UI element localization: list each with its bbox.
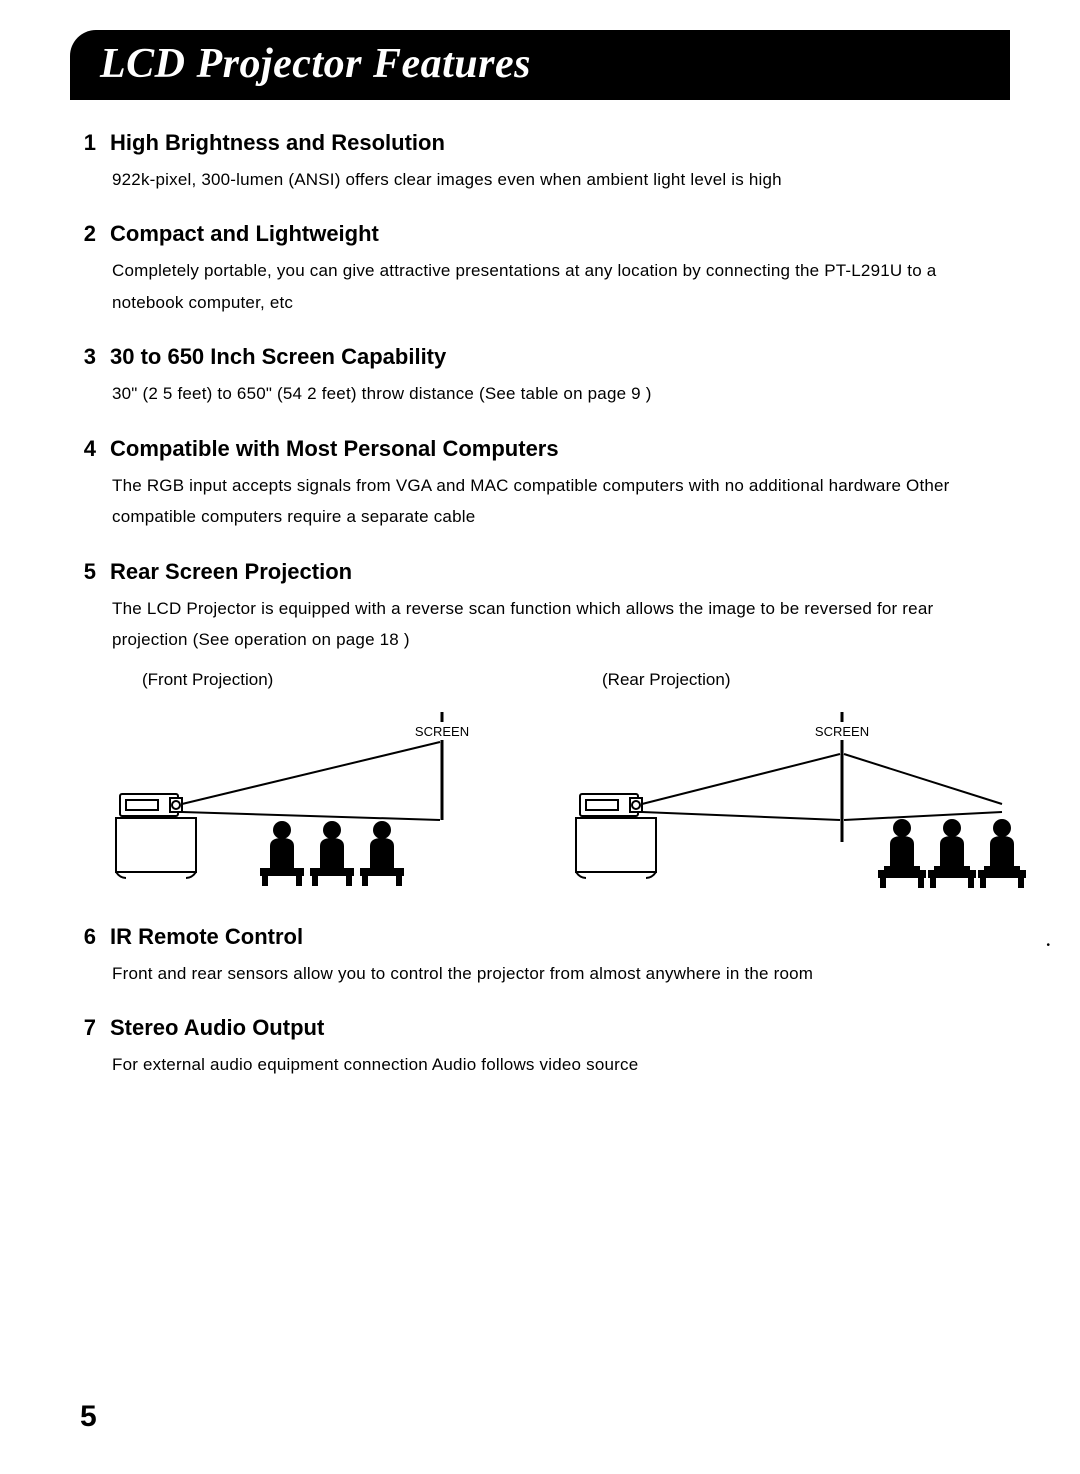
feature-number: 6: [78, 924, 96, 950]
table-icon: [576, 818, 656, 878]
feature-title: IR Remote Control: [110, 924, 303, 950]
stray-mark: •: [1046, 940, 1050, 951]
front-projection-svg: SCREEN: [112, 694, 532, 894]
feature-list: 1 High Brightness and Resolution 922k-pi…: [70, 130, 1010, 1080]
feature-body: For external audio equipment connection …: [78, 1049, 998, 1080]
screen-label: SCREEN: [415, 724, 469, 739]
feature-head: 1 High Brightness and Resolution: [78, 130, 1010, 156]
rear-projection-diagram: (Rear Projection) SCREEN: [572, 670, 992, 894]
projection-diagrams: (Front Projection) SCREEN: [78, 670, 1010, 894]
page-number: 5: [80, 1400, 97, 1434]
feature-title: 30 to 650 Inch Screen Capability: [110, 344, 446, 370]
screen-label: SCREEN: [815, 724, 869, 739]
feature-title: Compact and Lightweight: [110, 221, 379, 247]
feature-item: 2 Compact and Lightweight Completely por…: [78, 221, 1010, 318]
feature-body: The RGB input accepts signals from VGA a…: [78, 470, 998, 533]
feature-number: 4: [78, 436, 96, 462]
feature-head: 2 Compact and Lightweight: [78, 221, 1010, 247]
projector-icon: [580, 794, 642, 816]
page-title: LCD Projector Features: [100, 41, 531, 87]
feature-item: 6 IR Remote Control Front and rear senso…: [78, 924, 1010, 989]
feature-number: 5: [78, 559, 96, 585]
feature-body: Front and rear sensors allow you to cont…: [78, 958, 998, 989]
feature-item: 3 30 to 650 Inch Screen Capability 30" (…: [78, 344, 1010, 409]
feature-head: 3 30 to 650 Inch Screen Capability: [78, 344, 1010, 370]
feature-head: 7 Stereo Audio Output: [78, 1015, 1010, 1041]
feature-item: 7 Stereo Audio Output For external audio…: [78, 1015, 1010, 1080]
feature-item: 4 Compatible with Most Personal Computer…: [78, 436, 1010, 533]
feature-body: 30" (2 5 feet) to 650" (54 2 feet) throw…: [78, 378, 998, 409]
feature-number: 7: [78, 1015, 96, 1041]
feature-head: 5 Rear Screen Projection: [78, 559, 1010, 585]
feature-title: High Brightness and Resolution: [110, 130, 445, 156]
audience-icon: [878, 819, 1026, 888]
feature-head: 4 Compatible with Most Personal Computer…: [78, 436, 1010, 462]
rear-projection-svg: SCREEN: [572, 694, 1032, 894]
projector-icon: [120, 794, 182, 816]
feature-item: 5 Rear Screen Projection The LCD Project…: [78, 559, 1010, 894]
diagram-caption: (Rear Projection): [572, 670, 992, 690]
feature-number: 3: [78, 344, 96, 370]
feature-body: Completely portable, you can give attrac…: [78, 255, 998, 318]
feature-body: The LCD Projector is equipped with a rev…: [78, 593, 998, 656]
feature-number: 1: [78, 130, 96, 156]
feature-title: Stereo Audio Output: [110, 1015, 324, 1041]
front-projection-diagram: (Front Projection) SCREEN: [112, 670, 532, 894]
feature-number: 2: [78, 221, 96, 247]
feature-body: 922k-pixel, 300-lumen (ANSI) offers clea…: [78, 164, 998, 195]
feature-title: Compatible with Most Personal Computers: [110, 436, 559, 462]
diagram-caption: (Front Projection): [112, 670, 532, 690]
page-title-bar: LCD Projector Features: [70, 30, 1010, 100]
feature-title: Rear Screen Projection: [110, 559, 352, 585]
audience-icon: [260, 821, 404, 886]
feature-head: 6 IR Remote Control: [78, 924, 1010, 950]
feature-item: 1 High Brightness and Resolution 922k-pi…: [78, 130, 1010, 195]
table-icon: [116, 818, 196, 878]
